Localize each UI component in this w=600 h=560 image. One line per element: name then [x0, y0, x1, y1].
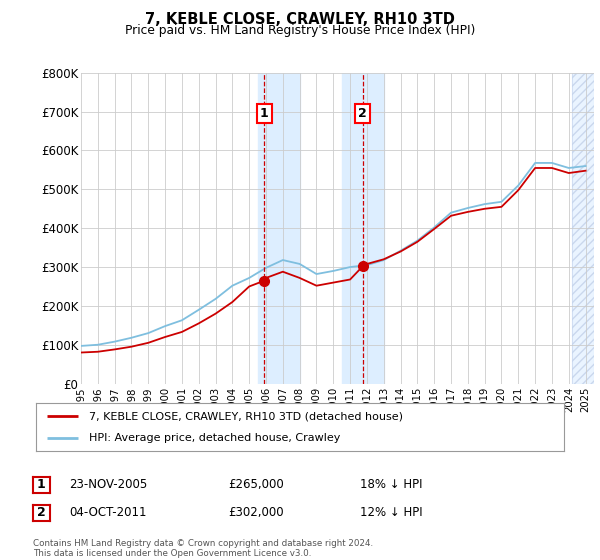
- Text: HPI: Average price, detached house, Crawley: HPI: Average price, detached house, Craw…: [89, 433, 340, 443]
- Text: 7, KEBLE CLOSE, CRAWLEY, RH10 3TD: 7, KEBLE CLOSE, CRAWLEY, RH10 3TD: [145, 12, 455, 27]
- Text: £302,000: £302,000: [228, 506, 284, 519]
- Text: 12% ↓ HPI: 12% ↓ HPI: [360, 506, 422, 519]
- Text: 23-NOV-2005: 23-NOV-2005: [69, 478, 147, 491]
- Text: Price paid vs. HM Land Registry's House Price Index (HPI): Price paid vs. HM Land Registry's House …: [125, 24, 475, 36]
- Bar: [342, 73, 384, 384]
- Text: Contains HM Land Registry data © Crown copyright and database right 2024.
This d: Contains HM Land Registry data © Crown c…: [33, 539, 373, 558]
- Bar: [572, 73, 594, 384]
- Text: 2: 2: [37, 506, 46, 520]
- Text: £265,000: £265,000: [228, 478, 284, 491]
- Text: 18% ↓ HPI: 18% ↓ HPI: [360, 478, 422, 491]
- Bar: [257, 73, 299, 384]
- Text: 1: 1: [260, 107, 269, 120]
- Bar: [572, 73, 594, 384]
- Text: 1: 1: [37, 478, 46, 492]
- Text: 2: 2: [358, 107, 367, 120]
- Text: 04-OCT-2011: 04-OCT-2011: [69, 506, 146, 519]
- Text: 7, KEBLE CLOSE, CRAWLEY, RH10 3TD (detached house): 7, KEBLE CLOSE, CRAWLEY, RH10 3TD (detac…: [89, 411, 403, 421]
